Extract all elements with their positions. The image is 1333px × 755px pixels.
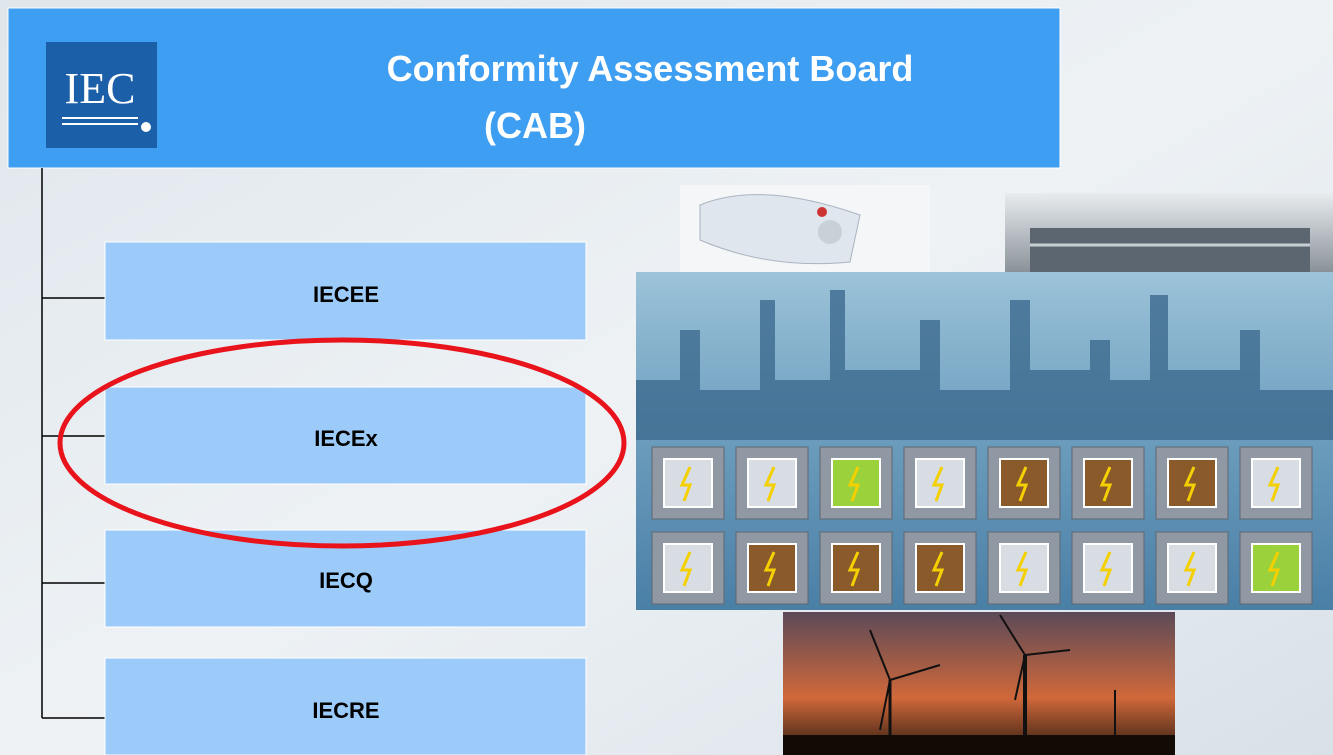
logo-dot (141, 122, 151, 132)
ex-icon-inner (1252, 459, 1300, 507)
ex-icon-inner (664, 544, 712, 592)
node-label: IECQ (319, 568, 373, 593)
ex-icon-inner (1084, 459, 1132, 507)
slide: IEC Conformity Assessment Board (CAB) IE… (0, 0, 1333, 755)
title-line: (CAB) (484, 105, 586, 146)
ex-icon-inner (1252, 544, 1300, 592)
ex-icon-inner (664, 459, 712, 507)
ex-icon-inner (748, 459, 796, 507)
ex-icon-inner (832, 544, 880, 592)
ex-icon-inner (1000, 544, 1048, 592)
node-label: IECEE (313, 282, 379, 307)
ex-icon-inner (1084, 544, 1132, 592)
ex-icon-inner (1168, 544, 1216, 592)
title-line: Conformity Assessment Board (387, 48, 914, 89)
iron-photo (680, 185, 930, 272)
wind-turbine-photo (783, 612, 1175, 755)
ex-icon-inner (916, 459, 964, 507)
node-label: IECRE (312, 698, 379, 723)
ex-icon-inner (832, 459, 880, 507)
logo-text: IEC (65, 64, 136, 113)
ex-icon-inner (1000, 459, 1048, 507)
server-room-photo (1005, 193, 1333, 272)
node-label: IECEx (314, 426, 378, 451)
ex-icon-inner (1168, 459, 1216, 507)
ex-icon-inner (916, 544, 964, 592)
page: IEC Conformity Assessment Board (CAB) IE… (0, 0, 1333, 755)
ex-icon-inner (748, 544, 796, 592)
refinery-photo (636, 272, 1333, 610)
